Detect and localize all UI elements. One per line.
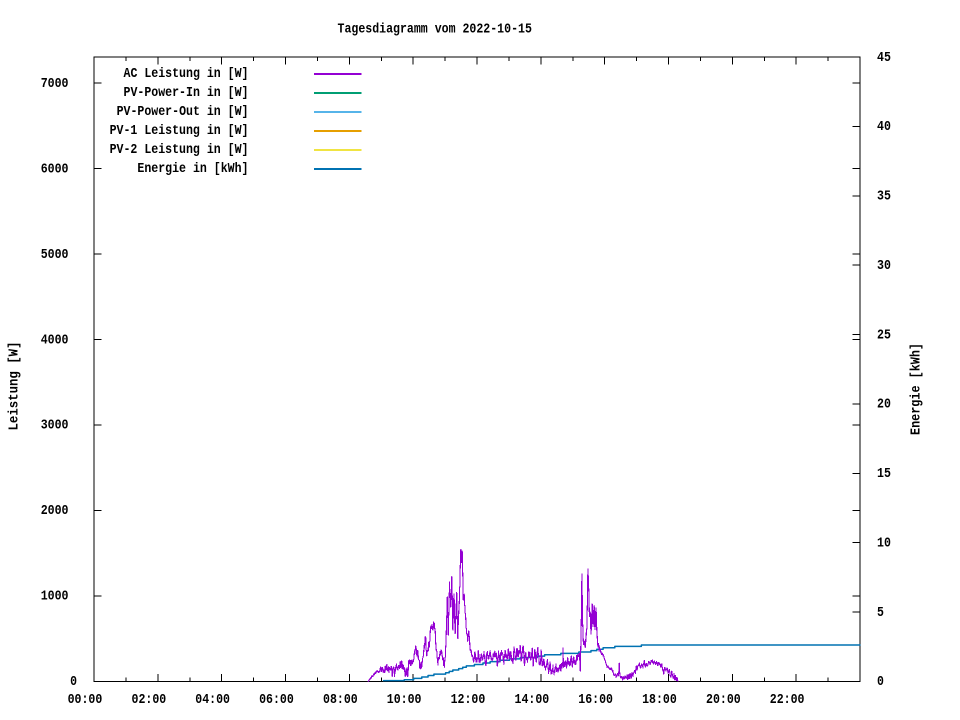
svg-text:Energie [kWh]: Energie [kWh] (909, 343, 925, 435)
svg-text:Energie in [kWh]: Energie in [kWh] (137, 161, 248, 177)
svg-text:16:00: 16:00 (578, 692, 613, 708)
svg-text:12:00: 12:00 (451, 692, 486, 708)
svg-text:5: 5 (877, 605, 884, 621)
svg-text:7000: 7000 (41, 76, 69, 92)
svg-text:45: 45 (877, 50, 891, 66)
svg-text:2000: 2000 (41, 503, 69, 519)
svg-text:20:00: 20:00 (706, 692, 741, 708)
svg-text:06:00: 06:00 (259, 692, 294, 708)
svg-text:22:00: 22:00 (770, 692, 805, 708)
svg-text:PV-Power-In in [W]: PV-Power-In in [W] (124, 85, 249, 101)
svg-text:15: 15 (877, 466, 891, 482)
svg-text:04:00: 04:00 (195, 692, 230, 708)
svg-text:10:00: 10:00 (387, 692, 422, 708)
svg-text:PV-2 Leistung in [W]: PV-2 Leistung in [W] (110, 142, 249, 158)
svg-text:0: 0 (70, 674, 77, 690)
svg-text:Tagesdiagramm vom 2022-10-15: Tagesdiagramm vom 2022-10-15 (338, 22, 532, 38)
svg-text:10: 10 (877, 535, 891, 551)
svg-text:25: 25 (877, 327, 891, 343)
svg-text:6000: 6000 (41, 161, 69, 177)
svg-text:02:00: 02:00 (132, 692, 167, 708)
svg-text:1000: 1000 (41, 589, 69, 605)
svg-text:00:00: 00:00 (68, 692, 103, 708)
svg-text:18:00: 18:00 (642, 692, 677, 708)
svg-text:40: 40 (877, 119, 891, 135)
svg-text:Leistung [W]: Leistung [W] (7, 342, 23, 431)
svg-text:3000: 3000 (41, 418, 69, 434)
svg-text:PV-Power-Out in [W]: PV-Power-Out in [W] (117, 104, 249, 120)
svg-text:30: 30 (877, 258, 891, 274)
svg-text:14:00: 14:00 (515, 692, 550, 708)
svg-text:0: 0 (877, 674, 884, 690)
svg-text:5000: 5000 (41, 247, 69, 263)
svg-text:AC Leistung in [W]: AC Leistung in [W] (124, 66, 249, 82)
svg-text:08:00: 08:00 (323, 692, 358, 708)
svg-text:20: 20 (877, 397, 891, 413)
svg-text:PV-1 Leistung in [W]: PV-1 Leistung in [W] (110, 123, 249, 139)
svg-text:4000: 4000 (41, 332, 69, 348)
svg-text:35: 35 (877, 189, 891, 205)
